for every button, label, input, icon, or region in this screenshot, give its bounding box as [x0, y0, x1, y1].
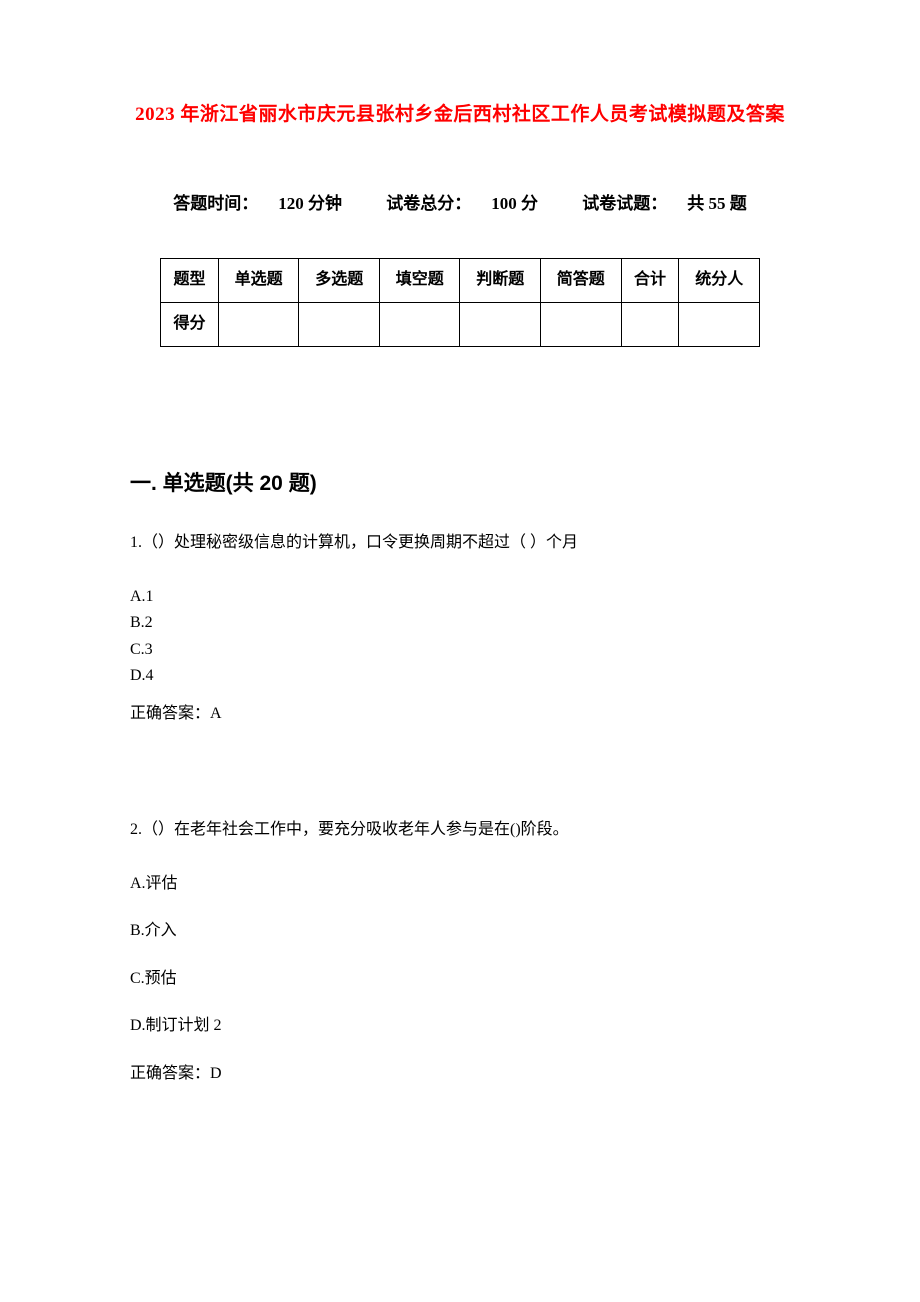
th-single: 单选题	[218, 258, 299, 302]
total-label: 试卷总分：100 分	[376, 194, 548, 213]
td-empty	[379, 302, 460, 346]
q1-opt-a: A.1	[130, 584, 790, 610]
count-label: 试卷试题：共 55 题	[572, 194, 757, 213]
td-empty	[218, 302, 299, 346]
q1-opt-b: B.2	[130, 610, 790, 636]
q2-answer: 正确答案：D	[130, 1061, 790, 1087]
td-empty	[621, 302, 679, 346]
th-type: 题型	[161, 258, 219, 302]
td-empty	[299, 302, 380, 346]
q2-stem: 2.（）在老年社会工作中，要充分吸收老年人参与是在()阶段。	[130, 817, 790, 843]
th-scorer: 统分人	[679, 258, 760, 302]
score-table: 题型 单选题 多选题 填空题 判断题 简答题 合计 统分人 得分	[160, 258, 760, 347]
td-empty	[460, 302, 541, 346]
table-header-row: 题型 单选题 多选题 填空题 判断题 简答题 合计 统分人	[161, 258, 760, 302]
time-label: 答题时间：120 分钟	[163, 194, 352, 213]
section-single-choice-title: 一. 单选题(共 20 题)	[130, 467, 790, 501]
q1-stem: 1.（）处理秘密级信息的计算机，口令更换周期不超过（ ）个月	[130, 530, 790, 556]
td-empty	[679, 302, 760, 346]
q1-opt-d: D.4	[130, 663, 790, 689]
q2-opt-d: D.制订计划 2	[130, 1013, 790, 1039]
document-title: 2023 年浙江省丽水市庆元县张村乡金后西村社区工作人员考试模拟题及答案	[130, 100, 790, 130]
q2-opt-a: A.评估	[130, 871, 790, 897]
th-total: 合计	[621, 258, 679, 302]
exam-info-row: 答题时间：120 分钟 试卷总分：100 分 试卷试题：共 55 题	[130, 190, 790, 217]
q1-options: A.1 B.2 C.3 D.4	[130, 584, 790, 690]
td-score-label: 得分	[161, 302, 219, 346]
q2-opt-c: C.预估	[130, 966, 790, 992]
table-score-row: 得分	[161, 302, 760, 346]
th-judge: 判断题	[460, 258, 541, 302]
th-short: 简答题	[540, 258, 621, 302]
q2-options: A.评估 B.介入 C.预估 D.制订计划 2	[130, 871, 790, 1039]
q2-opt-b: B.介入	[130, 918, 790, 944]
q1-opt-c: C.3	[130, 637, 790, 663]
td-empty	[540, 302, 621, 346]
q1-answer: 正确答案：A	[130, 701, 790, 727]
th-multi: 多选题	[299, 258, 380, 302]
th-fill: 填空题	[379, 258, 460, 302]
